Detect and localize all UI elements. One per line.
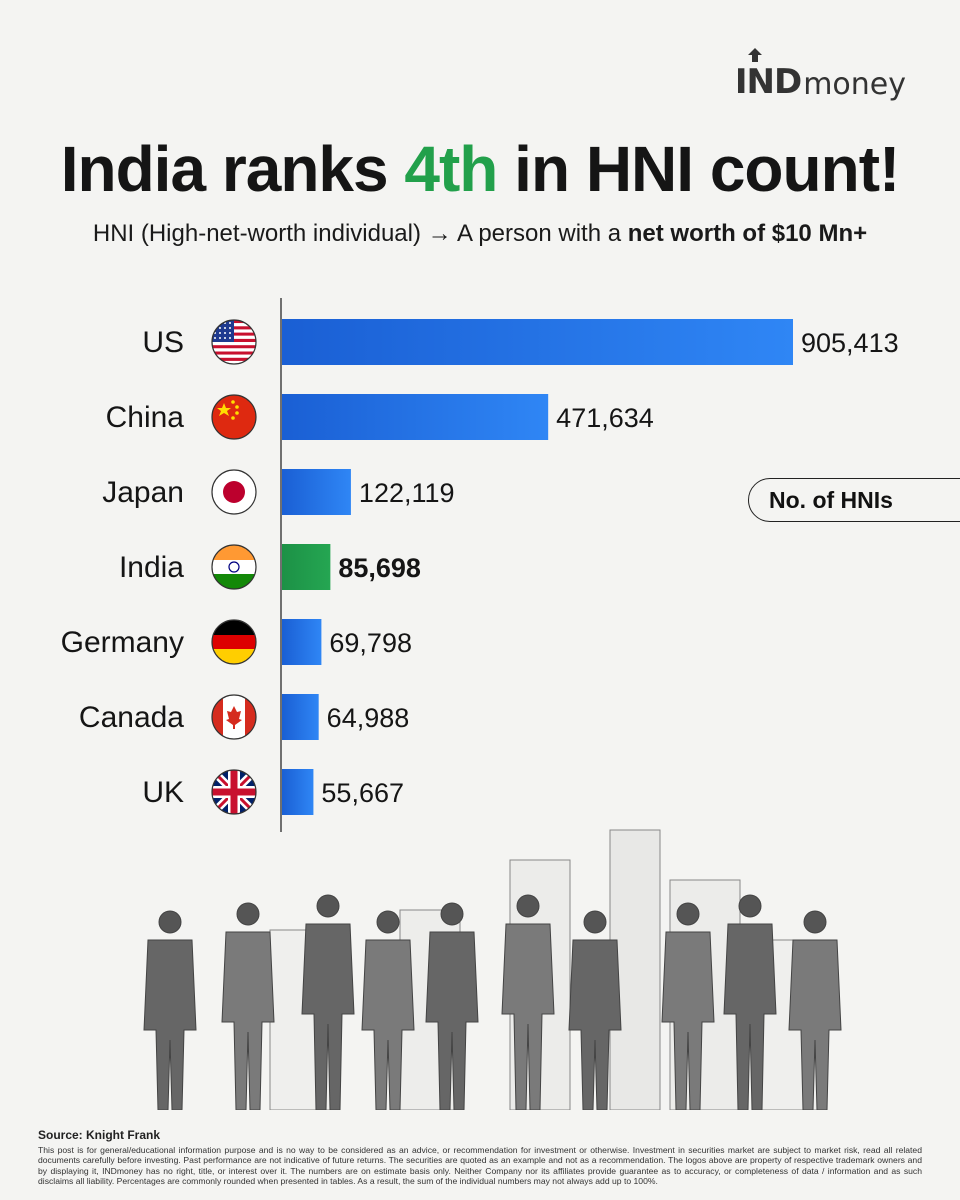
bar-uk — [282, 769, 314, 815]
person-silhouette — [788, 910, 842, 1110]
bar-japan — [282, 469, 351, 515]
uk-flag-icon — [211, 769, 257, 815]
subtitle-text: HNI (High-net-worth individual) → A pers… — [92, 220, 628, 247]
arrow-up-icon — [747, 48, 762, 62]
bar-india — [282, 544, 331, 590]
bar-us — [282, 319, 793, 365]
page-title: India ranks 4th in HNI count! — [0, 132, 960, 206]
business-people-illustration — [143, 829, 842, 1110]
logo-money: money — [803, 67, 906, 102]
value-label-germany: 69,798 — [329, 628, 412, 658]
person-silhouette — [661, 902, 715, 1110]
person-silhouette — [501, 894, 555, 1110]
us-flag-icon — [211, 319, 257, 365]
person-silhouette — [361, 910, 415, 1110]
category-label-japan: Japan — [102, 476, 184, 509]
disclaimer-text: This post is for general/educational inf… — [38, 1145, 922, 1187]
category-label-india: India — [119, 551, 184, 584]
value-label-canada: 64,988 — [327, 703, 410, 733]
value-label-india: 85,698 — [338, 553, 421, 583]
bar-china — [282, 394, 549, 440]
germany-flag-icon — [211, 619, 257, 665]
logo-ind: IND — [735, 48, 802, 102]
indmoney-logo: IND money — [735, 48, 906, 102]
value-label-japan: 122,119 — [359, 478, 455, 508]
category-label-germany: Germany — [61, 626, 184, 659]
india-flag-icon — [211, 544, 257, 590]
bar-canada — [282, 694, 319, 740]
category-label-us: US — [142, 326, 184, 359]
person-silhouette — [425, 902, 479, 1110]
subtitle-bold-2: $10 Mn+ — [771, 220, 868, 247]
person-silhouette — [221, 902, 275, 1110]
value-label-uk: 55,667 — [321, 778, 404, 808]
category-label-canada: Canada — [79, 701, 184, 734]
person-silhouette — [301, 894, 355, 1110]
title-accent: 4th — [404, 133, 498, 205]
title-prefix: India ranks — [60, 133, 405, 205]
value-label-us: 905,413 — [801, 328, 899, 358]
subtitle-bold-1: net worth of — [627, 220, 766, 247]
value-label-china: 471,634 — [556, 403, 654, 433]
legend-no-of-hnis: No. of HNIs — [748, 478, 960, 522]
person-silhouette — [568, 910, 622, 1110]
category-label-china: China — [106, 401, 185, 434]
japan-flag-icon — [211, 469, 257, 515]
title-suffix: in HNI count! — [497, 133, 900, 205]
hni-bar-chart: US 905,413 China 471,634 Japan 122,119 India 85… — [61, 298, 899, 832]
source-text: Source: Knight Frank — [38, 1128, 161, 1142]
page-subtitle: HNI (High-net-worth individual) → A pers… — [0, 220, 960, 248]
category-label-uk: UK — [142, 776, 184, 809]
bar-germany — [282, 619, 322, 665]
china-flag-icon — [211, 394, 257, 440]
canada-flag-icon — [211, 694, 257, 740]
person-silhouette — [143, 910, 197, 1110]
person-silhouette — [723, 894, 777, 1110]
